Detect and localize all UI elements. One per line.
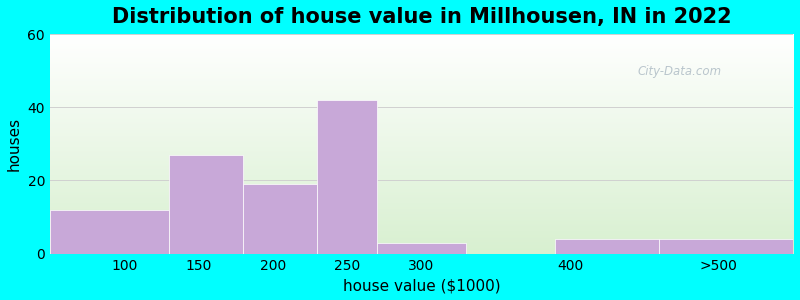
Text: City-Data.com: City-Data.com	[637, 65, 721, 78]
Y-axis label: houses: houses	[7, 117, 22, 171]
X-axis label: house value ($1000): house value ($1000)	[342, 278, 500, 293]
Bar	[50, 210, 169, 254]
Bar	[169, 155, 243, 254]
Bar	[318, 100, 377, 254]
Title: Distribution of house value in Millhousen, IN in 2022: Distribution of house value in Millhouse…	[112, 7, 731, 27]
Bar	[659, 239, 793, 254]
Bar	[377, 243, 466, 254]
Bar	[243, 184, 318, 254]
Bar	[555, 239, 659, 254]
